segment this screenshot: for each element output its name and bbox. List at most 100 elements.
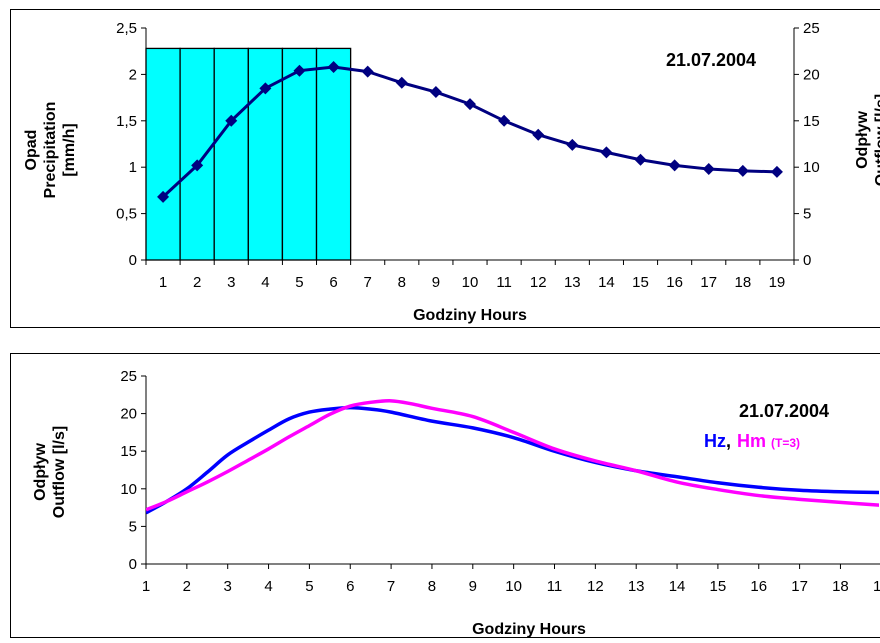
outflow-point xyxy=(770,165,783,178)
right-tick-label: 5 xyxy=(803,206,811,223)
right-tick-label: 25 xyxy=(803,20,820,37)
series-line-hz xyxy=(146,405,879,515)
x-tick-label: 12 xyxy=(530,274,547,291)
chart-date-label: 21.07.2004 xyxy=(739,401,829,421)
x-tick-label: 7 xyxy=(387,578,395,595)
outflow-point xyxy=(157,190,170,203)
x-tick-label: 19 xyxy=(873,578,880,595)
x-tick-label: 13 xyxy=(564,274,581,291)
x-tick-label: 3 xyxy=(227,274,235,291)
outflow-point xyxy=(600,146,613,159)
left-axis-title-line: [mm/h] xyxy=(61,123,78,176)
x-axis-title: Godziny Hours xyxy=(472,621,586,638)
precipitation-bar xyxy=(179,47,215,261)
y-axis-title: Odpływ Outflow [l/s] xyxy=(32,426,68,518)
x-tick-label: 9 xyxy=(469,578,477,595)
precipitation-bar xyxy=(213,47,249,261)
left-axis-title: Opad Precipitation [mm/h] xyxy=(23,102,78,199)
outflow-point xyxy=(464,98,476,111)
right-tick-label: 0 xyxy=(803,252,811,269)
x-tick-label: 16 xyxy=(666,274,683,291)
x-tick-label: 6 xyxy=(329,274,337,291)
left-tick-label: 1,5 xyxy=(116,113,137,130)
x-tick-label: 10 xyxy=(505,578,522,595)
x-tick-label: 10 xyxy=(462,274,479,291)
y-tick-label: 15 xyxy=(120,443,137,460)
legend-label: Hz, Hm (T=3) xyxy=(704,431,800,451)
outflow-point xyxy=(293,64,306,77)
outflow-point xyxy=(327,60,340,73)
x-tick-label: 18 xyxy=(734,274,751,291)
outflow-point xyxy=(225,114,238,127)
y-tick-label: 0 xyxy=(129,556,137,573)
x-tick-label: 2 xyxy=(183,578,191,595)
x-tick-label: 1 xyxy=(159,274,167,291)
y-axis-title-line: Outflow [l/s] xyxy=(51,426,68,518)
x-tick-label: 11 xyxy=(547,578,563,595)
outflow-point xyxy=(668,159,681,172)
left-tick-label: 2 xyxy=(129,66,137,83)
y-tick-label: 10 xyxy=(120,481,137,498)
outflow-point xyxy=(532,128,545,141)
x-tick-label: 8 xyxy=(398,274,406,291)
x-tick-label: 15 xyxy=(632,274,649,291)
hz-hm-outflow-chart-panel: 21.07.2004 Hz, Hm (T=3) 0 5 10 15 20 25 1 2 3 4 5 6 7 8… xyxy=(10,353,880,638)
x-tick-label: 6 xyxy=(346,578,354,595)
precipitation-outflow-chart-panel: 0 0,5 1 1,5 2 2,5 0 5 10 15 20 25 1 2 3 4 5 6 7 8 9 10 11 12 13 1… xyxy=(10,9,880,328)
x-tick-label: 14 xyxy=(598,274,615,291)
legend-separator: , xyxy=(726,431,731,451)
legend-hm-label: Hm xyxy=(737,431,766,451)
outflow-point xyxy=(566,138,579,151)
x-tick-label: 3 xyxy=(224,578,232,595)
right-axis-title: Odpływ Outflow [l/s] xyxy=(854,94,880,186)
chart-date-label: 21.07.2004 xyxy=(666,50,756,70)
x-tick-label: 14 xyxy=(669,578,686,595)
x-tick-label: 13 xyxy=(628,578,645,595)
outflow-point xyxy=(429,86,442,99)
legend-hz-label: Hz xyxy=(704,431,726,451)
outflow-point xyxy=(498,114,511,127)
x-tick-label: 5 xyxy=(295,274,303,291)
x-axis-title: Godziny Hours xyxy=(413,307,527,324)
right-axis-title-line: Outflow [l/s] xyxy=(873,94,880,186)
x-tick-label: 9 xyxy=(432,274,440,291)
x-tick-label: 15 xyxy=(710,578,727,595)
x-tick-label: 4 xyxy=(261,274,269,291)
outflow-point xyxy=(259,82,272,95)
outflow-point xyxy=(702,163,715,176)
left-tick-label: 1 xyxy=(129,159,137,176)
x-tick-label: 1 xyxy=(142,578,150,595)
left-axis-title-line: Opad xyxy=(23,130,40,171)
x-tick-label: 7 xyxy=(364,274,372,291)
outflow-point xyxy=(736,164,749,177)
precipitation-bar xyxy=(247,47,284,261)
x-tick-label: 12 xyxy=(587,578,604,595)
outflow-point xyxy=(395,76,408,89)
outflow-point xyxy=(361,65,374,78)
left-tick-label: 0 xyxy=(129,252,137,269)
right-tick-label: 10 xyxy=(803,159,820,176)
x-tick-label: 2 xyxy=(193,274,201,291)
precipitation-bar xyxy=(145,47,181,261)
x-tick-label: 4 xyxy=(264,578,272,595)
y-axis-title-line: Odpływ xyxy=(32,443,49,501)
x-tick-label: 8 xyxy=(428,578,436,595)
x-tick-label: 18 xyxy=(832,578,849,595)
x-tick-label: 11 xyxy=(496,274,512,291)
precipitation-bar xyxy=(315,47,352,261)
left-tick-label: 0,5 xyxy=(116,206,137,223)
left-tick-label: 2,5 xyxy=(116,20,137,37)
legend-t-label: (T=3) xyxy=(771,436,800,450)
left-axis-title-line: Precipitation xyxy=(42,102,59,199)
right-tick-label: 20 xyxy=(803,66,820,83)
y-tick-label: 5 xyxy=(129,518,137,535)
right-tick-label: 15 xyxy=(803,113,820,130)
outflow-point xyxy=(634,153,647,166)
x-tick-label: 16 xyxy=(750,578,767,595)
y-tick-label: 25 xyxy=(120,368,137,385)
x-tick-label: 5 xyxy=(305,578,313,595)
outflow-point xyxy=(191,159,204,172)
y-tick-label: 20 xyxy=(120,406,137,423)
